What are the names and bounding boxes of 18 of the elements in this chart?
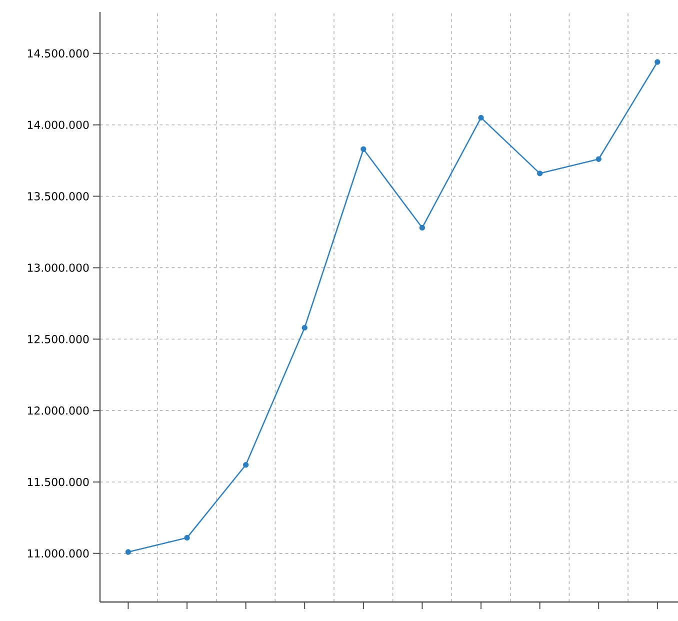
y-tick-label: 11.000.000 <box>28 549 89 558</box>
point <box>478 114 484 121</box>
point <box>360 146 366 152</box>
point <box>596 156 602 162</box>
point <box>536 170 543 176</box>
point <box>302 324 308 331</box>
y-tick-label: 13.500.000 <box>28 192 89 200</box>
y-tick-label: 13.000.000 <box>28 264 89 272</box>
y-tick-label: 12.000.000 <box>28 406 89 415</box>
y-tick-label: 14.500.000 <box>28 49 89 58</box>
y-tick-label: 11.500.000 <box>28 478 89 486</box>
point <box>184 534 190 541</box>
y-tick-label: 14.000.000 <box>28 120 89 129</box>
point <box>125 549 132 555</box>
point <box>654 59 660 65</box>
point <box>419 224 426 231</box>
y-tick-label: 12.500.000 <box>28 335 89 344</box>
point <box>242 462 249 468</box>
